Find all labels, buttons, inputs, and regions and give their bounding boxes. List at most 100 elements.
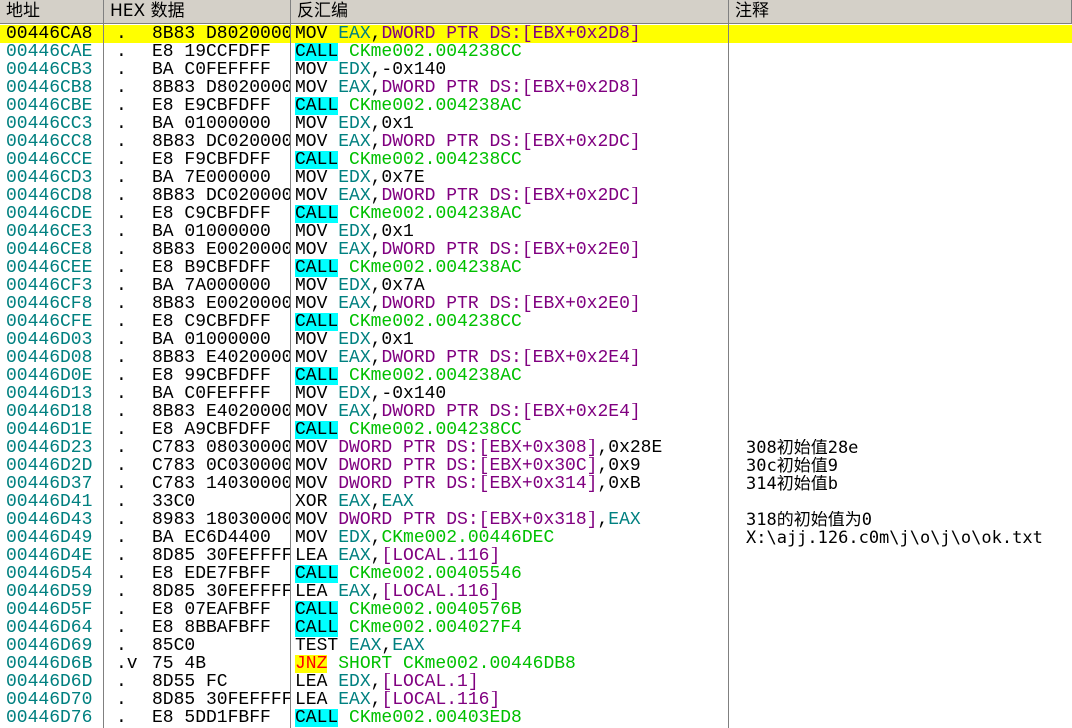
hex-bytes: E8 F9CBFDFF (152, 151, 271, 169)
address-header[interactable]: 地址 (0, 0, 104, 24)
code-row[interactable]: 00446D08. 8B83 E4020000 MOV EAX,DWORD PTR … (0, 349, 1072, 367)
code-row[interactable]: 00446CAE. E8 19CCFDFF CALL CKme002.004238C… (0, 43, 1072, 61)
code-row[interactable]: 00446CB3. BA C0FEFFFF MOV EDX,-0x140 (0, 61, 1072, 79)
code-row[interactable]: 00446D23. C783 08030000 MOV DWORD PTR DS:[… (0, 439, 1072, 457)
marker: . (116, 547, 127, 565)
instruction: MOV DWORD PTR DS:[EBX+0x308],0x28E (295, 439, 663, 457)
code-row[interactable]: 00446D76. E8 5DD1FBFF CALL CKme002.00403ED… (0, 709, 1072, 727)
code-row[interactable]: 00446D18. 8B83 E4020000 MOV EAX,DWORD PTR … (0, 403, 1072, 421)
code-row[interactable]: 00446CFE. E8 C9CBFDFF CALL CKme002.004238C… (0, 313, 1072, 331)
code-row[interactable]: 00446CF3. BA 7A000000 MOV EDX,0x7A (0, 277, 1072, 295)
marker: . (116, 421, 127, 439)
code-row[interactable]: 00446CD8. 8B83 DC020000 MOV EAX,DWORD PTR … (0, 187, 1072, 205)
code-row[interactable]: 00446CC3. BA 01000000 MOV EDX,0x1 (0, 115, 1072, 133)
code-row[interactable]: 00446D64. E8 8BBAFBFF CALL CKme002.004027F… (0, 619, 1072, 637)
hex-bytes: 8D85 30FEFFFF (152, 691, 290, 709)
disassembly-header[interactable]: 反汇编 (291, 0, 729, 24)
marker: . (116, 25, 127, 43)
marker: . (116, 367, 127, 385)
instruction: CALL CKme002.004238CC (295, 43, 522, 61)
hex-bytes: 8D55 FC (152, 673, 228, 691)
address: 00446CA8 (6, 25, 93, 43)
code-row[interactable]: 00446D37. C783 14030000 MOV DWORD PTR DS:[… (0, 475, 1072, 493)
column-divider (103, 24, 104, 728)
hex-bytes: 8983 18030000 (152, 511, 290, 529)
hex-bytes: 33C0 (152, 493, 196, 511)
address: 00446D08 (6, 349, 93, 367)
column-divider (290, 24, 291, 728)
comment: 314初始值b (746, 475, 838, 493)
address: 00446D76 (6, 709, 93, 727)
marker: . (116, 133, 127, 151)
code-row[interactable]: 00446D41. 33C0 XOR EAX,EAX (0, 493, 1072, 511)
marker: . (116, 475, 127, 493)
code-row[interactable]: 00446CE8. 8B83 E0020000 MOV EAX,DWORD PTR … (0, 241, 1072, 259)
code-row[interactable]: 00446D59. 8D85 30FEFFFF LEA EAX,[LOCAL.116… (0, 583, 1072, 601)
code-row[interactable]: 00446D6B .v 75 4B JNZ SHORT CKme002.00446DB… (0, 655, 1072, 673)
code-row[interactable]: 00446D13. BA C0FEFFFF MOV EDX,-0x140 (0, 385, 1072, 403)
instruction: CALL CKme002.004238CC (295, 421, 522, 439)
code-row[interactable]: 00446CB8. 8B83 D8020000 MOV EAX,DWORD PTR … (0, 79, 1072, 97)
hex-bytes: C783 14030000 (152, 475, 290, 493)
hex-bytes: E8 19CCFDFF (152, 43, 271, 61)
code-row[interactable]: 00446D6D. 8D55 FC LEA EDX,[LOCAL.1] (0, 673, 1072, 691)
address: 00446CC3 (6, 115, 93, 133)
comment-header[interactable]: 注释 (729, 0, 1072, 24)
address: 00446CCE (6, 151, 93, 169)
marker: . (116, 331, 127, 349)
code-row[interactable]: 00446CEE. E8 B9CBFDFF CALL CKme002.004238A… (0, 259, 1072, 277)
marker: . (116, 511, 127, 529)
code-row[interactable]: 00446D4E. 8D85 30FEFFFF LEA EAX,[LOCAL.116… (0, 547, 1072, 565)
hex-bytes: BA 7A000000 (152, 277, 271, 295)
address: 00446D13 (6, 385, 93, 403)
code-row[interactable]: 00446D2D. C783 0C030000 MOV DWORD PTR DS:[… (0, 457, 1072, 475)
address: 00446CBE (6, 97, 93, 115)
code-row[interactable]: 00446CDE. E8 C9CBFDFF CALL CKme002.004238A… (0, 205, 1072, 223)
code-row[interactable]: 00446CC8. 8B83 DC020000 MOV EAX,DWORD PTR … (0, 133, 1072, 151)
code-row[interactable]: 00446D5F. E8 07EAFBFF CALL CKme002.0040576… (0, 601, 1072, 619)
hex-bytes: 85C0 (152, 637, 196, 655)
hex-bytes: C783 08030000 (152, 439, 290, 457)
code-row[interactable]: 00446CA8. 8B83 D8020000 MOV EAX,DWORD PTR … (0, 25, 1072, 43)
instruction: MOV EDX,-0x140 (295, 385, 447, 403)
marker: . (116, 313, 127, 331)
address: 00446CD3 (6, 169, 93, 187)
code-row[interactable]: 00446D03. BA 01000000 MOV EDX,0x1 (0, 331, 1072, 349)
code-row[interactable]: 00446CD3. BA 7E000000 MOV EDX,0x7E (0, 169, 1072, 187)
address: 00446D37 (6, 475, 93, 493)
code-row[interactable]: 00446D70. 8D85 30FEFFFF LEA EAX,[LOCAL.116… (0, 691, 1072, 709)
address: 00446CB8 (6, 79, 93, 97)
marker: . (116, 619, 127, 637)
instruction: MOV EAX,DWORD PTR DS:[EBX+0x2E4] (295, 349, 641, 367)
address: 00446D70 (6, 691, 93, 709)
address: 00446D54 (6, 565, 93, 583)
code-row[interactable]: 00446D49. BA EC6D4400 MOV EDX,CKme002.0044… (0, 529, 1072, 547)
instruction: CALL CKme002.0040576B (295, 601, 522, 619)
code-row[interactable]: 00446CBE. E8 E9CBFDFF CALL CKme002.004238A… (0, 97, 1072, 115)
code-row[interactable]: 00446CF8. 8B83 E0020000 MOV EAX,DWORD PTR … (0, 295, 1072, 313)
code-row[interactable]: 00446D43. 8983 18030000 MOV DWORD PTR DS:[… (0, 511, 1072, 529)
code-row[interactable]: 00446D1E. E8 A9CBFDFF CALL CKme002.004238C… (0, 421, 1072, 439)
instruction: CALL CKme002.004238AC (295, 97, 522, 115)
marker: . (116, 205, 127, 223)
instruction: LEA EAX,[LOCAL.116] (295, 583, 501, 601)
instruction: MOV EDX,0x7A (295, 277, 425, 295)
hex-bytes: E8 5DD1FBFF (152, 709, 271, 727)
code-row[interactable]: 00446CE3. BA 01000000 MOV EDX,0x1 (0, 223, 1072, 241)
instruction: CALL CKme002.004238CC (295, 151, 522, 169)
marker: . (116, 295, 127, 313)
code-row[interactable]: 00446D69. 85C0 TEST EAX,EAX (0, 637, 1072, 655)
hex-bytes: E8 C9CBFDFF (152, 205, 271, 223)
code-row[interactable]: 00446CCE. E8 F9CBFDFF CALL CKme002.004238C… (0, 151, 1072, 169)
instruction: XOR EAX,EAX (295, 493, 414, 511)
code-row[interactable]: 00446D54. E8 EDE7FBFF CALL CKme002.0040554… (0, 565, 1072, 583)
hex-bytes: BA 7E000000 (152, 169, 271, 187)
hex-header[interactable]: HEX 数据 (104, 0, 291, 24)
hex-bytes: 8B83 E4020000 (152, 403, 290, 421)
instruction: MOV EAX,DWORD PTR DS:[EBX+0x2D8] (295, 25, 641, 43)
code-row[interactable]: 00446D0E. E8 99CBFDFF CALL CKme002.004238A… (0, 367, 1072, 385)
instruction: CALL CKme002.00403ED8 (295, 709, 522, 727)
hex-bytes: E8 C9CBFDFF (152, 313, 271, 331)
instruction: MOV EAX,DWORD PTR DS:[EBX+0x2E0] (295, 241, 641, 259)
marker: . (116, 439, 127, 457)
